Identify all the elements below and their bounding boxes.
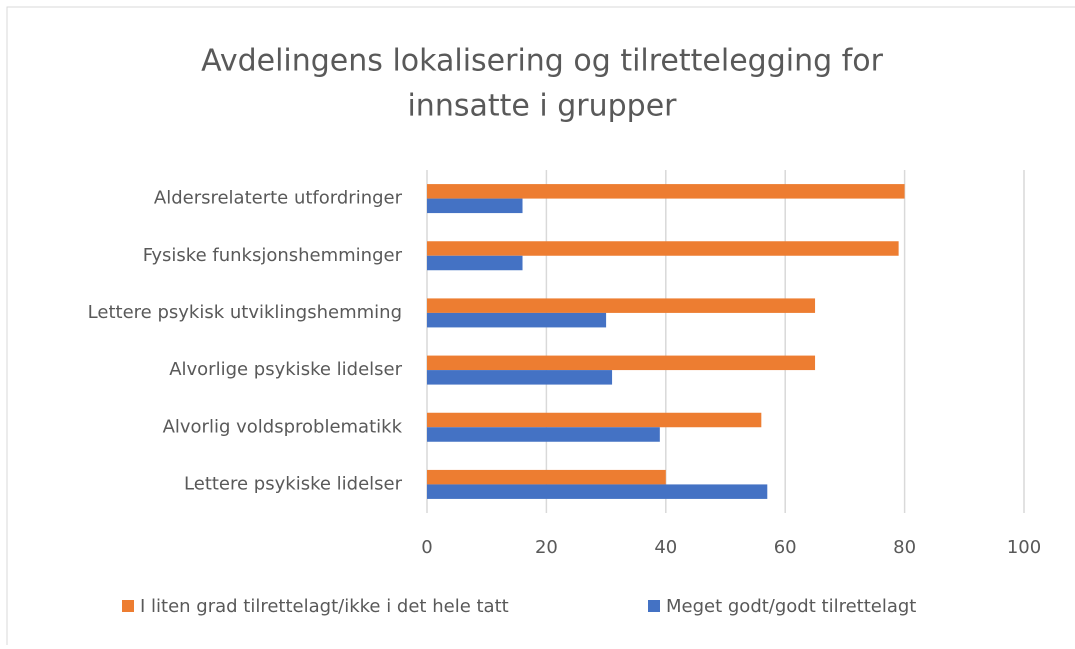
x-tick-label: 40 — [654, 537, 677, 558]
x-tick-label: 100 — [1007, 537, 1041, 558]
legend-label: Meget godt/godt tilrettelagt — [666, 596, 916, 617]
y-tick-label: Lettere psykisk utviklingshemming — [88, 302, 402, 323]
legend-swatch — [122, 600, 134, 612]
y-tick-label: Aldersrelaterte utfordringer — [154, 188, 403, 209]
chart-title: Avdelingens lokalisering og tilrettelegg… — [201, 44, 884, 79]
bar — [427, 469, 666, 485]
bar — [427, 412, 762, 428]
bar — [427, 355, 816, 371]
bar — [427, 198, 523, 214]
bar — [427, 184, 905, 199]
x-tick-label: 20 — [535, 537, 558, 558]
y-tick-label: Lettere psykiske lidelser — [184, 473, 403, 494]
legend-swatch — [648, 600, 660, 612]
bar — [427, 255, 523, 271]
legend-label: I liten grad tilrettelagt/ikke i det hel… — [140, 596, 509, 617]
bar — [427, 484, 768, 499]
bar — [427, 312, 607, 328]
y-tick-label: Alvorlig voldsproblematikk — [163, 416, 403, 437]
bar — [427, 298, 816, 313]
y-tick-label: Fysiske funksjonshemminger — [143, 245, 403, 266]
bar — [427, 370, 613, 385]
chart-title: innsatte i grupper — [407, 89, 677, 124]
x-tick-label: 0 — [421, 537, 432, 558]
bar — [427, 241, 899, 256]
x-tick-label: 80 — [893, 537, 916, 558]
bar — [427, 427, 660, 442]
x-tick-label: 60 — [774, 537, 797, 558]
y-tick-label: Alvorlige psykiske lidelser — [169, 359, 402, 380]
